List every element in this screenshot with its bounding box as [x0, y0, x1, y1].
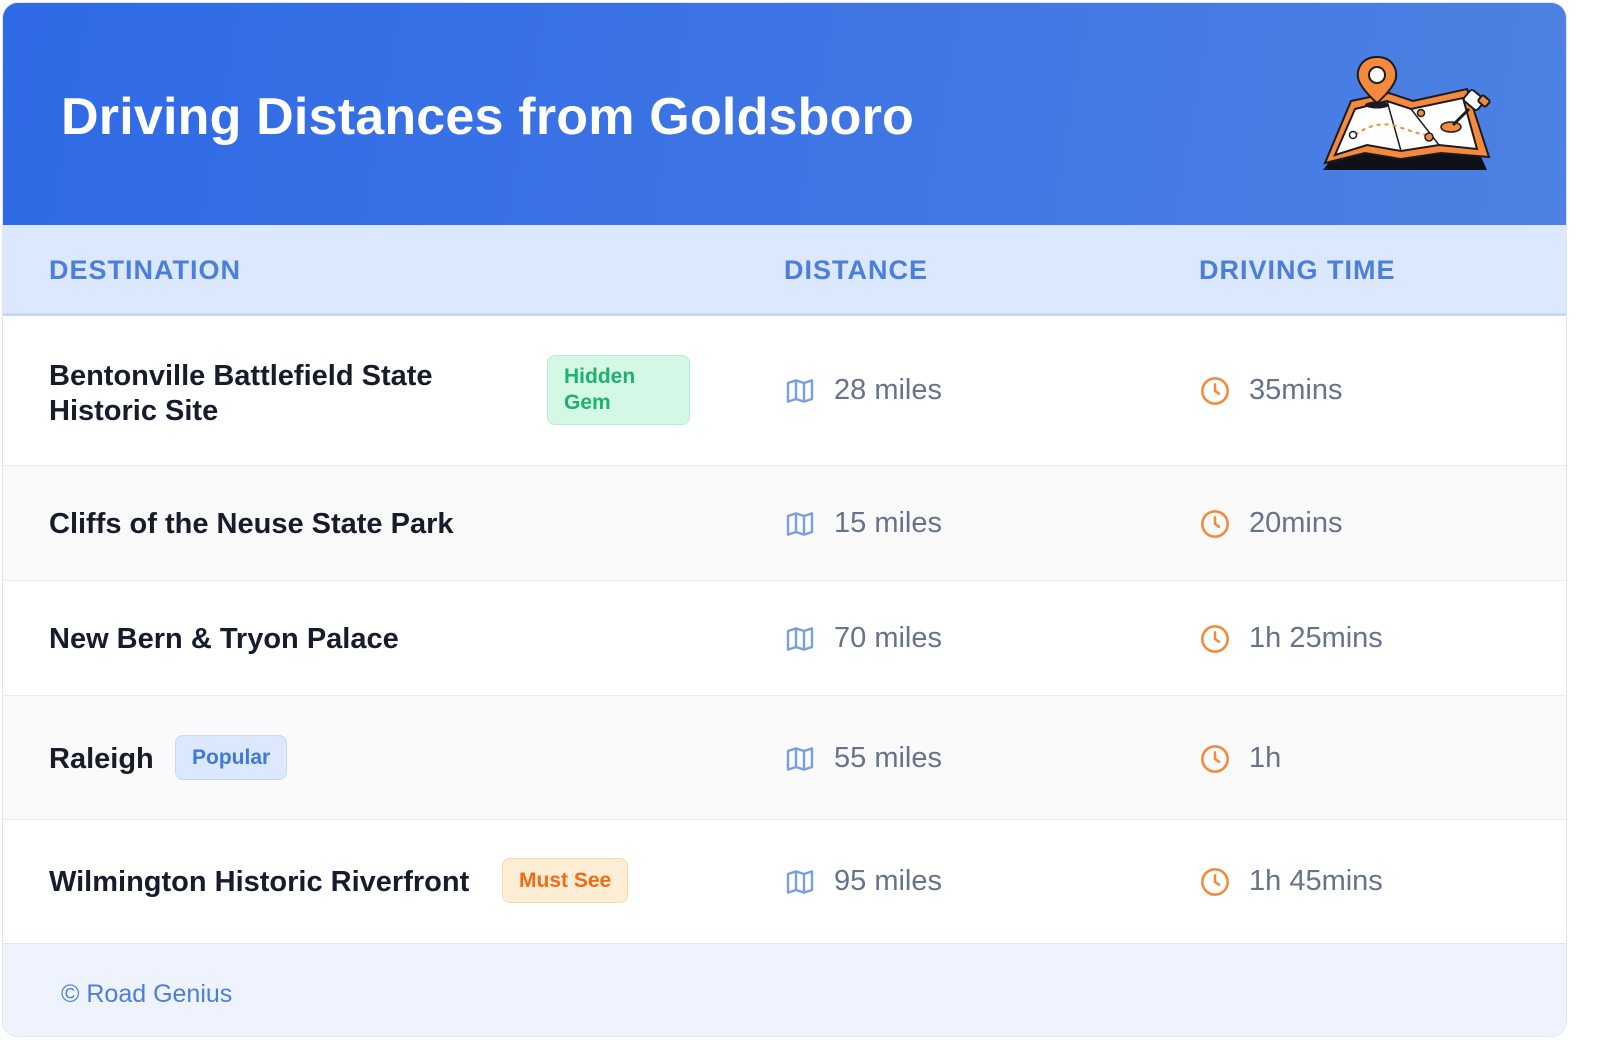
must-see-badge: Must See: [502, 858, 629, 903]
distance-cell: 55 miles: [784, 742, 942, 775]
destination-name: Cliffs of the Neuse State Park: [49, 508, 454, 540]
map-icon: [784, 743, 816, 775]
distance-cell: 15 miles: [784, 507, 942, 540]
clock-icon: [1199, 866, 1231, 898]
footer: © Road Genius: [3, 943, 1566, 1036]
driving-time-cell: 20mins: [1199, 507, 1343, 540]
popular-badge: Popular: [175, 735, 288, 780]
column-header-destination: DESTINATION: [49, 255, 241, 285]
destination-name: New Bern & Tryon Palace: [49, 623, 399, 655]
distance-table-card: Driving Distances from Goldsboro DESTINA…: [2, 2, 1567, 1037]
map-icon: [784, 623, 816, 655]
clock-icon: [1199, 623, 1231, 655]
table-row: Cliffs of the Neuse State Park 15 miles …: [3, 466, 1566, 581]
distance-cell: 70 miles: [784, 622, 942, 655]
distance-cell: 95 miles: [784, 865, 942, 898]
folded-map-with-pins-icon: [1323, 55, 1491, 170]
table-row: Raleigh Popular 55 miles 1h: [3, 696, 1566, 820]
distance-cell: 28 miles: [784, 374, 942, 407]
distance-value: 70 miles: [834, 622, 942, 654]
destination-name: Bentonville Battlefield State Historic S…: [49, 360, 433, 427]
distance-value: 28 miles: [834, 374, 942, 406]
clock-icon: [1199, 508, 1231, 540]
map-icon: [784, 375, 816, 407]
driving-time-cell: 1h 45mins: [1199, 865, 1383, 898]
table-row: Wilmington Historic Riverfront Must See …: [3, 820, 1566, 942]
driving-time-value: 1h 25mins: [1249, 622, 1383, 654]
map-icon: [784, 508, 816, 540]
driving-time-value: 35mins: [1249, 374, 1343, 406]
copyright-credit: © Road Genius: [61, 980, 233, 1008]
driving-time-cell: 35mins: [1199, 374, 1343, 407]
map-icon: [784, 866, 816, 898]
distance-value: 15 miles: [834, 507, 942, 539]
driving-time-value: 1h 45mins: [1249, 865, 1383, 897]
column-header-driving-time: DRIVING TIME: [1199, 255, 1396, 285]
column-header-distance: DISTANCE: [784, 255, 929, 285]
destination-name: Raleigh: [49, 743, 154, 775]
clock-icon: [1199, 743, 1231, 775]
table-row: New Bern & Tryon Palace 70 miles 1h 25mi…: [3, 581, 1566, 696]
table-row: Bentonville Battlefield State Historic S…: [3, 316, 1566, 466]
hidden-gem-badge: Hidden Gem: [547, 355, 690, 425]
distance-value: 95 miles: [834, 865, 942, 897]
driving-time-cell: 1h: [1199, 742, 1281, 775]
destination-name: Wilmington Historic Riverfront: [49, 866, 470, 898]
driving-time-cell: 1h 25mins: [1199, 622, 1383, 655]
table-header: DESTINATION DISTANCE DRIVING TIME: [3, 225, 1566, 316]
driving-time-value: 20mins: [1249, 507, 1343, 539]
page-title: Driving Distances from Goldsboro: [61, 88, 914, 146]
distance-value: 55 miles: [834, 742, 942, 774]
driving-time-value: 1h: [1249, 742, 1282, 774]
header-banner: Driving Distances from Goldsboro: [3, 3, 1566, 225]
clock-icon: [1199, 375, 1231, 407]
